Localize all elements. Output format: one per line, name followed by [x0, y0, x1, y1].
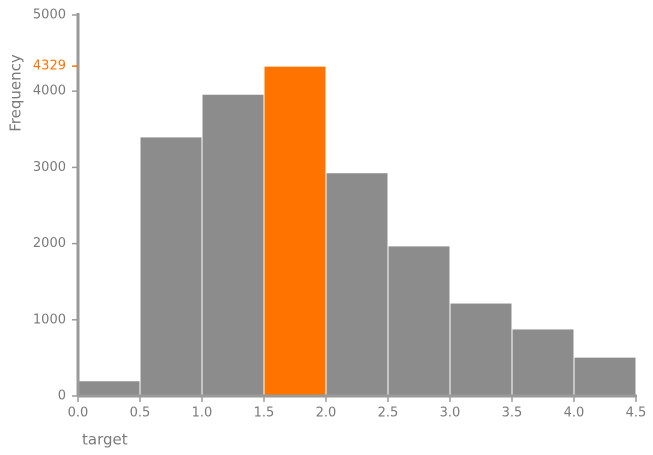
y-axis-label: Frequency — [7, 54, 25, 132]
bar — [139, 136, 203, 397]
bar — [201, 93, 265, 397]
bar — [263, 65, 327, 397]
x-tick-label: 1.0 — [192, 406, 213, 421]
y-tick-label: 3000 — [33, 160, 66, 175]
x-tick-label: 2.0 — [316, 406, 337, 421]
x-tick-label: 0.5 — [130, 406, 151, 421]
bar — [77, 380, 141, 397]
y-tick-label: 5000 — [33, 8, 66, 23]
highlight-label: 4329 — [33, 59, 66, 74]
bar — [449, 302, 513, 397]
x-tick-label: 0.0 — [68, 406, 89, 421]
y-tick-label: 1000 — [33, 312, 66, 327]
x-tick-label: 4.0 — [564, 406, 585, 421]
x-tick-label: 2.5 — [378, 406, 399, 421]
x-axis-label: target — [82, 431, 128, 449]
y-tick-label: 0 — [58, 389, 66, 404]
bar — [387, 245, 451, 397]
y-tick-label: 2000 — [33, 236, 66, 251]
x-tick-label: 3.5 — [502, 406, 523, 421]
bar — [573, 356, 637, 397]
bar — [511, 328, 575, 397]
x-tick-label: 4.5 — [626, 406, 647, 421]
x-tick-label: 3.0 — [440, 406, 461, 421]
bar — [325, 172, 389, 397]
x-tick-label: 1.5 — [254, 406, 275, 421]
y-tick-label: 4000 — [33, 84, 66, 99]
